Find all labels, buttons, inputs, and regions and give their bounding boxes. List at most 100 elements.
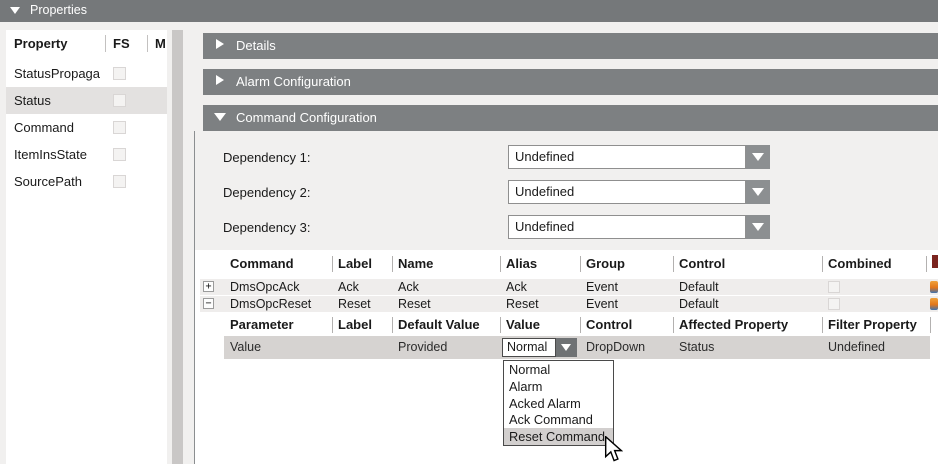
cell-alias: Ack [506, 280, 527, 294]
cell-filter-property: Undefined [828, 340, 885, 354]
dropdown-button[interactable] [746, 215, 770, 239]
cursor-icon [604, 436, 623, 462]
section-details[interactable]: Details [203, 33, 938, 59]
section-border [194, 131, 195, 464]
fs-checkbox[interactable] [113, 67, 126, 80]
column-divider [673, 317, 674, 333]
col-param-label: Label [338, 317, 372, 332]
column-divider [822, 317, 823, 333]
table-row-dmsopcack[interactable]: + DmsOpcAck Ack Ack Ack Event Default [200, 279, 938, 295]
col-value: Value [506, 317, 540, 332]
dropdown-button[interactable] [746, 180, 770, 204]
col-property: Property [14, 36, 68, 51]
fs-checkbox[interactable] [113, 94, 126, 107]
table-row-dmsopcreset[interactable]: − DmsOpcReset Reset Reset Reset Event De… [200, 296, 938, 312]
chevron-down-icon [561, 344, 571, 351]
section-label: Details [236, 38, 276, 53]
column-divider [580, 256, 581, 272]
col-parameter: Parameter [230, 317, 294, 332]
cell-default-value: Provided [398, 340, 448, 354]
option-normal[interactable]: Normal [509, 362, 551, 377]
combobox-value[interactable]: Undefined [508, 215, 746, 239]
column-divider [822, 256, 823, 272]
expand-plus-icon[interactable]: + [203, 281, 214, 292]
column-divider [673, 256, 674, 272]
cell-group: Event [586, 280, 618, 294]
option-ack-command[interactable]: Ack Command [509, 412, 593, 428]
property-row-iteminsstate[interactable]: ItemInsState [6, 141, 167, 168]
dependency3-combobox[interactable]: Undefined [508, 215, 770, 239]
chevron-down-icon [752, 223, 764, 231]
cell-command: DmsOpcAck [230, 280, 300, 294]
column-divider [500, 317, 501, 333]
col-filter-property: Filter Property [828, 317, 917, 332]
column-divider [392, 317, 393, 333]
property-name: ItemInsState [14, 147, 87, 162]
column-divider [332, 317, 333, 333]
property-list: Property FS M StatusPropaga Status Comma… [6, 30, 167, 464]
option-alarm[interactable]: Alarm [509, 378, 543, 394]
value-combobox[interactable]: Normal [502, 338, 556, 357]
cell-parameter: Value [230, 340, 262, 354]
option-reset-command[interactable]: Reset Command [504, 428, 613, 445]
dependency2-combobox[interactable]: Undefined [508, 180, 770, 204]
property-row-statuspropagation[interactable]: StatusPropaga [6, 60, 167, 87]
property-name: SourcePath [14, 174, 82, 189]
combined-checkbox[interactable] [828, 281, 840, 293]
section-command-configuration[interactable]: Command Configuration [203, 105, 938, 131]
column-divider [105, 35, 106, 52]
command-icon-partial [930, 281, 938, 293]
chevron-down-icon [752, 153, 764, 161]
dependency1-label: Dependency 1: [223, 150, 311, 165]
option-acked-alarm[interactable]: Acked Alarm [509, 395, 581, 411]
column-divider [930, 317, 931, 333]
command-icon-partial [930, 298, 938, 310]
property-row-command[interactable]: Command [6, 114, 167, 141]
col-m: M [155, 36, 166, 51]
property-row-status[interactable]: Status [6, 87, 167, 114]
dropdown-button[interactable] [746, 145, 770, 169]
col-param-control: Control [586, 317, 633, 332]
property-name: Command [14, 120, 74, 135]
fs-checkbox[interactable] [113, 121, 126, 134]
col-command: Command [230, 256, 294, 271]
property-row-sourcepath[interactable]: SourcePath [6, 168, 167, 195]
col-combined: Combined [828, 256, 892, 271]
combined-checkbox[interactable] [828, 298, 840, 310]
dependency1-combobox[interactable]: Undefined [508, 145, 770, 169]
property-list-header: Property FS M [6, 30, 167, 58]
cell-group: Event [586, 297, 618, 311]
parameter-row-value[interactable]: Value Provided Normal DropDown Status Un… [224, 336, 930, 359]
combobox-value[interactable]: Undefined [508, 145, 746, 169]
col-affected-property: Affected Property [679, 317, 789, 332]
column-divider [332, 256, 333, 272]
col-name: Name [398, 256, 434, 271]
fs-checkbox[interactable] [113, 148, 126, 161]
panel-title: Properties [30, 3, 87, 17]
column-divider [926, 256, 927, 272]
chevron-right-icon [216, 39, 224, 49]
section-label: Alarm Configuration [236, 74, 351, 89]
property-list-scrollbar[interactable] [172, 30, 183, 464]
collapse-minus-icon[interactable]: − [203, 298, 214, 309]
cell-label: Ack [338, 280, 359, 294]
value-dropdown-button[interactable] [556, 338, 577, 357]
cell-alias: Reset [506, 297, 539, 311]
column-divider [500, 256, 501, 272]
section-alarm-configuration[interactable]: Alarm Configuration [203, 69, 938, 95]
cell-name: Ack [398, 280, 419, 294]
cell-control: Default [679, 297, 719, 311]
col-fs: FS [113, 36, 130, 51]
cell-name: Reset [398, 297, 431, 311]
fs-checkbox[interactable] [113, 175, 126, 188]
value-dropdown-list: Normal Alarm Acked Alarm Ack Command Res… [503, 360, 614, 446]
properties-header[interactable]: Properties [0, 0, 938, 22]
column-divider [147, 35, 148, 52]
property-name: StatusPropaga [14, 66, 101, 81]
combobox-value[interactable]: Undefined [508, 180, 746, 204]
collapse-panel-icon[interactable] [10, 7, 20, 14]
dependency3-label: Dependency 3: [223, 220, 311, 235]
cell-label: Reset [338, 297, 371, 311]
col-group: Group [586, 256, 625, 271]
